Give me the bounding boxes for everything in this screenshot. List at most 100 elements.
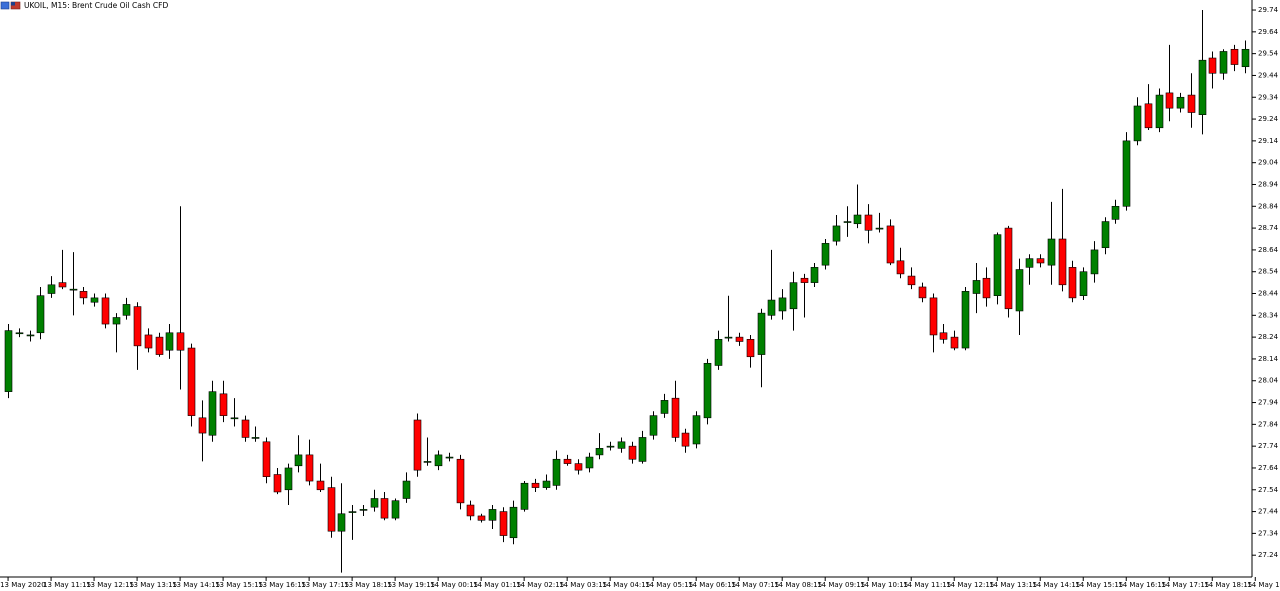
y-tick-label: 29.54 (1258, 50, 1279, 58)
candle-body (810, 267, 819, 283)
x-tick-label: 14 May 14:15 (1032, 581, 1080, 589)
y-tick-label: 29.64 (1258, 28, 1279, 36)
candle-body (800, 277, 809, 283)
y-tick-label: 27.44 (1258, 508, 1279, 516)
candle-body (79, 291, 88, 299)
x-tick-label: 13 May 13:15 (129, 581, 177, 589)
candle-body (477, 515, 486, 521)
candle-body (961, 291, 970, 349)
y-tick-label: 29.04 (1258, 159, 1279, 167)
candle-body (1068, 267, 1077, 299)
candle-body (1004, 227, 1013, 310)
candle-body (843, 221, 852, 223)
candle-body (1101, 221, 1110, 249)
candle-body (327, 487, 336, 532)
candle-body (929, 297, 938, 336)
candle-body (69, 288, 78, 291)
candle-body (1079, 271, 1088, 296)
candle-body (778, 297, 787, 312)
candle-body (595, 448, 604, 456)
y-tick-label: 27.54 (1258, 486, 1279, 494)
x-tick-label: 14 May 03:15 (559, 581, 607, 589)
candle-body (208, 391, 217, 436)
y-tick-label: 29.44 (1258, 71, 1279, 79)
candle-body (402, 480, 411, 499)
candle-body (36, 295, 45, 334)
candle-body (1025, 258, 1034, 268)
candle-body (90, 297, 99, 303)
candle-body (434, 454, 443, 467)
candle-body (1230, 48, 1239, 65)
candle-body (262, 441, 271, 477)
candle-body (133, 306, 142, 347)
candle-body (982, 277, 991, 299)
candle-body (251, 437, 260, 439)
x-tick-label: 14 May 11:15 (903, 581, 951, 589)
candle-body (746, 339, 755, 358)
candle-body (413, 419, 422, 471)
y-tick-label: 28.14 (1258, 355, 1279, 363)
candle-body (1144, 103, 1153, 129)
y-tick-label: 28.54 (1258, 268, 1279, 276)
x-tick-label: 14 May 13:15 (989, 581, 1037, 589)
y-tick-label: 27.34 (1258, 529, 1279, 537)
candle-body (886, 225, 895, 264)
candle-body (918, 286, 927, 299)
candle-body (950, 336, 959, 349)
candle-body (219, 393, 228, 416)
candle-body (391, 500, 400, 519)
candle-body (47, 284, 56, 294)
candle-body (509, 506, 518, 539)
y-tick-label: 28.04 (1258, 377, 1279, 385)
candle-body (15, 332, 24, 335)
x-tick-label: 13 May 15:15 (215, 581, 263, 589)
x-tick-label: 13 May 16:15 (258, 581, 306, 589)
candle-body (1176, 96, 1185, 109)
y-tick-label: 29.14 (1258, 137, 1279, 145)
y-tick-label: 29.24 (1258, 115, 1279, 123)
candle-body (617, 441, 626, 449)
candle-body (692, 415, 701, 445)
candle-body (853, 214, 862, 225)
candle-body (1165, 92, 1174, 109)
candle-body (284, 467, 293, 491)
candle-body (681, 432, 690, 447)
candle-body (1047, 238, 1056, 266)
candle-body (724, 336, 733, 339)
x-tick-label: 13 May 12:15 (86, 581, 134, 589)
candle-body (939, 332, 948, 340)
candle-body (832, 225, 841, 242)
x-tick-label: 14 May 17:15 (1161, 581, 1209, 589)
candle-body (531, 482, 540, 488)
candle-body (896, 260, 905, 275)
candle-body (757, 312, 766, 355)
candle-body (230, 417, 239, 420)
x-tick-label: 14 May 05:15 (645, 581, 693, 589)
x-tick-label: 14 May 06:15 (688, 581, 736, 589)
y-tick-label: 28.44 (1258, 290, 1279, 298)
candle-body (864, 214, 873, 231)
candle-body (660, 400, 669, 414)
y-tick-label: 28.94 (1258, 180, 1279, 188)
candle-body (198, 417, 207, 434)
candle-body (875, 227, 884, 230)
x-tick-label: 13 May 14:15 (172, 581, 220, 589)
x-tick-label: 14 May 09:15 (817, 581, 865, 589)
candle-body (993, 234, 1002, 296)
candle-body (112, 317, 121, 325)
candle-body (359, 509, 368, 511)
candle-body (1111, 205, 1120, 220)
candle-body (26, 334, 35, 337)
candle-body (305, 454, 314, 482)
candle-body (1198, 59, 1207, 116)
candle-body (1219, 51, 1228, 74)
candle-body (101, 297, 110, 325)
candle-body (144, 334, 153, 349)
x-tick-label: 13 May 19:15 (387, 581, 435, 589)
candle-body (714, 339, 723, 366)
candle-body (735, 336, 744, 342)
y-tick-label: 27.74 (1258, 442, 1279, 450)
candle-body (574, 463, 583, 471)
